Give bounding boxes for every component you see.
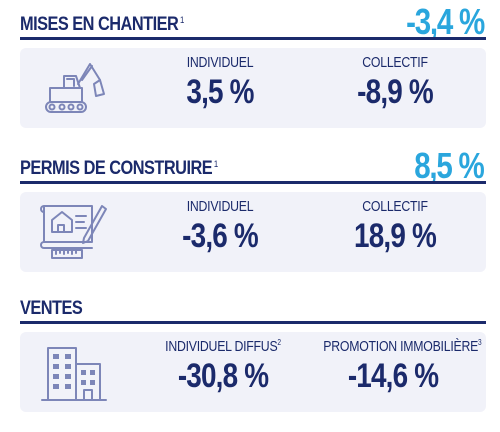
footnote-marker: 1 (213, 158, 218, 169)
stats-card: INDIVIDUEL 3,5 % COLLECTIF -8,9 % (20, 48, 486, 128)
stat-value: 3,5 % (186, 73, 254, 111)
section-divider (20, 37, 486, 40)
stat-label: COLLECTIF (362, 198, 428, 215)
section-total-value: 8,5 % (414, 145, 486, 186)
blueprint-icon (40, 205, 107, 259)
section-header: VENTES (20, 290, 486, 324)
stats-card: INDIVIDUEL -3,6 % COLLECTIF 18,9 % (20, 192, 486, 272)
buildings-icon (41, 347, 107, 401)
stat-value: -3,6 % (182, 217, 258, 255)
stat-value: -30,8 % (177, 357, 269, 395)
section-mises-en-chantier: MISES EN CHANTIER 1 -3,4 % INDIVIDUEL 3,5… (20, 1, 486, 128)
stat-promotion-immobiliere: PROMOTION IMMOBILIÈRE3 -14,6 % (308, 338, 482, 395)
stat-value: -8,9 % (357, 73, 433, 111)
section-ventes: VENTES INDIVIDUEL DIFFUS2 -30,8 % PROMOT… (20, 290, 486, 412)
stat-label: INDIVIDUEL (186, 54, 254, 71)
section-divider (20, 321, 486, 324)
stat-label: INDIVIDUEL DIFFUS2 (165, 338, 281, 355)
stat-value: 18,9 % (354, 217, 437, 255)
stats-card: INDIVIDUEL DIFFUS2 -30,8 % PROMOTION IMM… (20, 332, 486, 412)
section-header: MISES EN CHANTIER 1 -3,4 % (20, 1, 486, 42)
section-divider (20, 181, 486, 184)
stat-label: COLLECTIF (362, 54, 428, 71)
section-title: MISES EN CHANTIER 1 (20, 14, 184, 35)
stat-individuel: INDIVIDUEL 3,5 % (160, 54, 280, 109)
section-total-value: -3,4 % (406, 1, 485, 42)
stat-value: -14,6 % (347, 357, 439, 395)
footnote-marker: 1 (180, 14, 184, 25)
stat-label: PROMOTION IMMOBILIÈRE3 (323, 338, 482, 355)
section-header: PERMIS DE CONSTRUIRE 1 8,5 % (20, 145, 486, 186)
section-title: PERMIS DE CONSTRUIRE 1 (20, 158, 218, 179)
stat-individuel: INDIVIDUEL -3,6 % (160, 198, 280, 253)
stat-collectif: COLLECTIF 18,9 % (320, 198, 470, 253)
stat-label: INDIVIDUEL (186, 198, 254, 215)
section-title: VENTES (20, 298, 83, 319)
stat-individuel-diffus: INDIVIDUEL DIFFUS2 -30,8 % (148, 338, 298, 393)
stat-collectif: COLLECTIF -8,9 % (320, 54, 470, 109)
section-permis-de-construire: PERMIS DE CONSTRUIRE 1 8,5 % INDIVIDUEL -… (20, 145, 486, 272)
excavator-icon (45, 63, 105, 113)
